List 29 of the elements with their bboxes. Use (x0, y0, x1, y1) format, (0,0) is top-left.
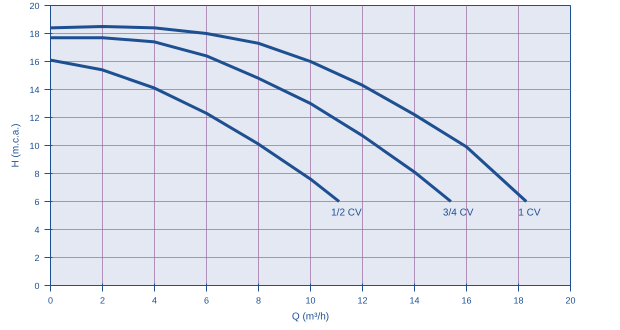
x-tick-label: 12 (357, 296, 368, 306)
x-tick-label: 6 (204, 296, 210, 306)
x-tick-label: 10 (305, 296, 316, 306)
line-series (50, 36, 452, 203)
y-tick-label: 20 (29, 1, 40, 11)
x-tick-label: 8 (256, 296, 262, 306)
x-tick-label: 4 (152, 296, 158, 306)
y-tick-label: 4 (34, 225, 40, 235)
y-tick-label: 8 (34, 169, 40, 179)
series-label: 1/2 CV (331, 208, 362, 218)
x-tick-label: 0 (48, 296, 54, 306)
line-series (50, 25, 528, 203)
series-label: 3/4 CV (442, 208, 474, 218)
series-label: 1 CV (518, 208, 541, 218)
x-tick-label: 16 (461, 296, 472, 306)
y-tick-label: 6 (34, 197, 40, 207)
y-tick-label: 0 (34, 281, 40, 291)
y-tick-label: 10 (29, 141, 40, 151)
y-tick-label: 12 (29, 113, 40, 123)
y-tick-label: 2 (34, 253, 40, 263)
x-tick-label: 20 (565, 296, 576, 306)
x-axis-title: Q (m³/h) (292, 312, 330, 322)
y-tick-label: 16 (29, 57, 40, 67)
x-tick-label: 14 (409, 296, 420, 306)
y-tick-label: 14 (29, 85, 40, 95)
x-tick-label: 2 (100, 296, 106, 306)
y-axis-title: H (m.c.a.) (10, 124, 22, 168)
y-tick-label: 18 (29, 29, 40, 39)
x-tick-label: 18 (513, 296, 524, 306)
